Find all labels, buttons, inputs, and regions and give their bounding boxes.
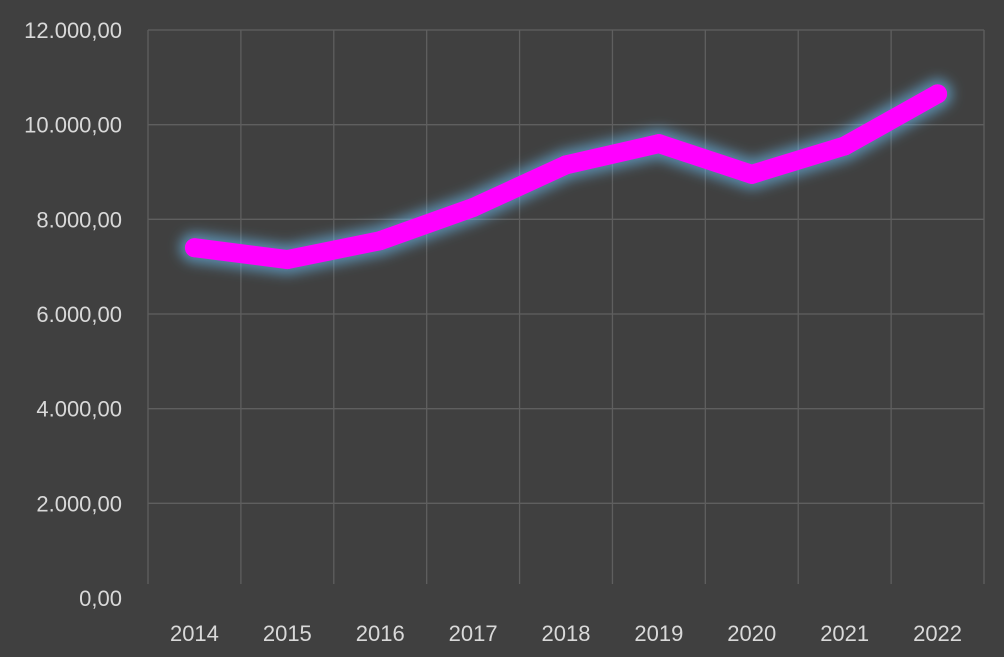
- x-tick-label: 2014: [170, 621, 219, 646]
- y-tick-label: 8.000,00: [36, 207, 122, 232]
- y-tick-label: 4.000,00: [36, 397, 122, 422]
- data-point: [184, 238, 204, 258]
- x-tick-label: 2020: [727, 621, 776, 646]
- data-point: [556, 155, 576, 175]
- grid-lines: [147, 29, 985, 584]
- data-point: [835, 136, 855, 156]
- data-point: [928, 84, 948, 104]
- x-tick-label: 2016: [356, 621, 405, 646]
- data-point: [277, 250, 297, 270]
- data-point: [370, 231, 390, 251]
- x-tick-label: 2019: [634, 621, 683, 646]
- y-tick-label: 2.000,00: [36, 491, 122, 516]
- x-tick-label: 2017: [449, 621, 498, 646]
- y-axis-tick-labels: 0,00 2.000,00 4.000,00 6.000,00 8.000,00 10.0…: [24, 18, 122, 611]
- x-tick-label: 2015: [263, 621, 312, 646]
- x-tick-label: 2021: [820, 621, 869, 646]
- data-point: [649, 134, 669, 154]
- y-tick-label: 10.000,00: [24, 113, 122, 138]
- series-line-glow: [179, 78, 953, 275]
- y-tick-label: 6.000,00: [36, 302, 122, 327]
- x-axis-tick-labels: 2014 2015 2016 2017 2018 2019 2020 2021 2022: [170, 621, 962, 646]
- y-tick-label: 12.000,00: [24, 18, 122, 43]
- data-point: [463, 198, 483, 217]
- x-tick-label: 2022: [913, 621, 962, 646]
- x-tick-label: 2018: [542, 621, 591, 646]
- y-tick-label: 0,00: [79, 586, 122, 611]
- data-point: [742, 164, 762, 184]
- series-layer: [179, 78, 953, 275]
